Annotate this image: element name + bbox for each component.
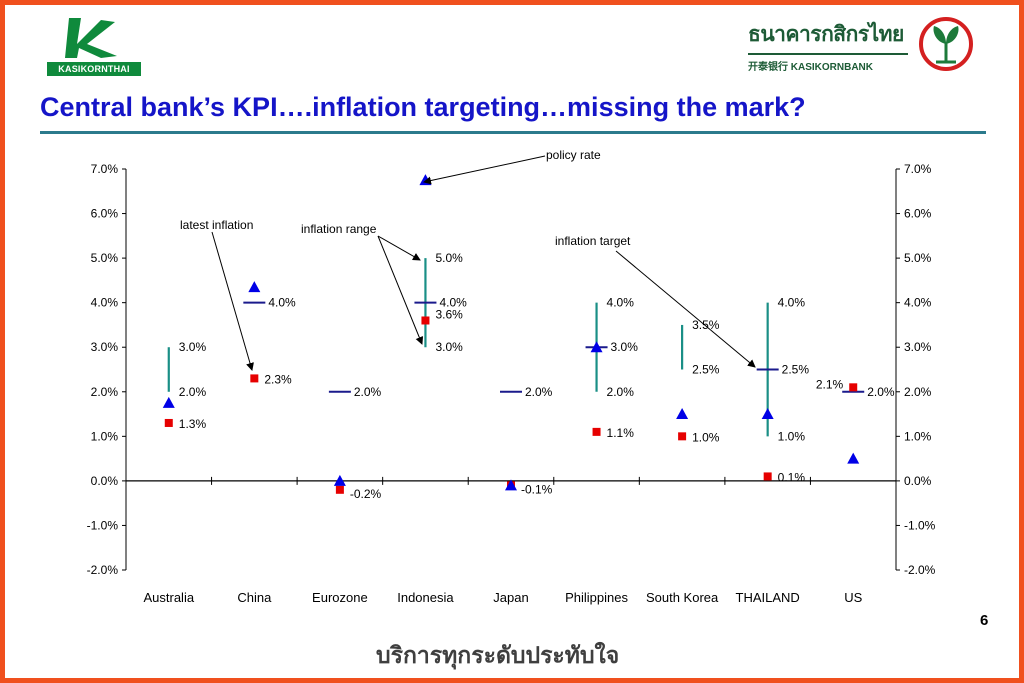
kbank-rice-emblem-icon: [919, 17, 973, 71]
footer-slogan: บริการทุกระดับประทับใจ: [376, 643, 620, 669]
target-label-us: 2.0%: [867, 385, 895, 399]
policy-rate-point-australia: [162, 396, 175, 408]
inflation-label-china: 2.3%: [264, 372, 292, 386]
range-low-label-australia: 2.0%: [179, 385, 207, 399]
range-high-label-philippines: 4.0%: [607, 296, 635, 310]
x-label-indonesia: Indonesia: [397, 590, 454, 605]
kasikornthai-wordmark: KASIKORNTHAI: [47, 62, 141, 76]
policy-rate-point-japan: [505, 479, 517, 491]
k-leaf-icon: [65, 18, 117, 58]
y-tick-label-left: 1.0%: [91, 429, 119, 443]
y-tick-label-right: -2.0%: [904, 563, 936, 577]
x-label-thailand: THAILAND: [736, 590, 800, 605]
y-tick-label-left: 0.0%: [91, 474, 119, 488]
inflation-range-arrow-top: [377, 235, 421, 261]
kasikornthai-logo: KASIKORNTHAI: [47, 14, 141, 76]
target-label-thailand: 2.5%: [782, 363, 810, 377]
policy-rate-point-us: [847, 452, 860, 464]
x-label-philippines: Philippines: [565, 590, 628, 605]
inflation-chart: 7.0% 7.0%6.0% 6.0%5.0% 5.0%4.0% 4.0%3.0% 3.0%…: [87, 148, 936, 605]
bank-english-name: 开泰银行 KASIKORNBANK: [748, 62, 873, 73]
x-label-china: China: [237, 590, 272, 605]
y-tick-label-right: 5.0%: [904, 251, 932, 265]
y-tick-label-left: 3.0%: [91, 340, 119, 354]
inflation-range-arrow-bottom: [377, 235, 424, 345]
y-tick-label-left: -1.0%: [87, 518, 119, 532]
inflation-point-eurozone: [335, 485, 344, 494]
y-tick-label-right: 0.0%: [904, 474, 932, 488]
annotation-inflation-range: inflation range: [301, 222, 377, 236]
range-low-label-philippines: 2.0%: [607, 385, 635, 399]
inflation-label-south-korea: 1.0%: [692, 430, 720, 444]
inflation-label-indonesia: 3.6%: [435, 307, 463, 321]
x-label-us: US: [844, 590, 862, 605]
y-tick-label-right: -1.0%: [904, 518, 936, 532]
policy-rate-arrow: [423, 155, 546, 185]
range-low-label-thailand: 1.0%: [778, 429, 806, 443]
y-tick-label-right: 6.0%: [904, 207, 932, 221]
target-label-eurozone: 2.0%: [354, 385, 382, 399]
x-label-south-korea: South Korea: [646, 590, 719, 605]
range-low-label-south-korea: 2.5%: [692, 363, 720, 377]
y-tick-label-left: 5.0%: [91, 251, 119, 265]
target-label-japan: 2.0%: [525, 385, 553, 399]
annotation-policy-rate: policy rate: [546, 148, 601, 162]
y-tick-label-right: 2.0%: [904, 385, 932, 399]
inflation-target-arrow: [615, 250, 756, 368]
y-tick-label-left: 6.0%: [91, 207, 119, 221]
page-number: 6: [980, 612, 989, 629]
y-tick-label-left: 7.0%: [91, 162, 119, 176]
bank-thai-name: ธนาคารกสิกรไทย: [748, 18, 908, 55]
annotation-inflation-target: inflation target: [555, 234, 631, 248]
policy-rate-point-china: [248, 281, 261, 293]
policy-rate-point-philippines: [590, 341, 603, 353]
slide-title: Central bank’s KPI….inflation targeting……: [40, 92, 806, 122]
policy-rate-point-indonesia: [419, 174, 432, 186]
range-high-label-indonesia: 5.0%: [435, 251, 463, 265]
x-label-eurozone: Eurozone: [312, 590, 368, 605]
annotation-latest-inflation: latest inflation: [180, 218, 253, 232]
y-tick-label-right: 7.0%: [904, 162, 932, 176]
inflation-label-australia: 1.3%: [179, 417, 207, 431]
range-high-label-south-korea: 3.5%: [692, 318, 720, 332]
range-low-label-indonesia: 3.0%: [435, 340, 463, 354]
kasikornbank-wordmark: ธนาคารกสิกรไทย 开泰银行 KASIKORNBANK: [748, 18, 908, 73]
title-divider: [40, 131, 986, 134]
latest-inflation-arrow: [211, 231, 254, 371]
inflation-point-australia: [164, 418, 173, 427]
y-tick-label-right: 3.0%: [904, 340, 932, 354]
inflation-label-japan: -0.1%: [521, 482, 553, 496]
y-tick-label-left: -2.0%: [87, 563, 119, 577]
y-tick-label-left: 4.0%: [91, 296, 119, 310]
range-high-label-thailand: 4.0%: [778, 296, 806, 310]
chart-marks: 3.0% 2.0% 5.0% 3.0% 4.0% 2.0% 3.5% 2.5% 4.0% 1.0%…: [162, 174, 895, 501]
inflation-point-south-korea: [678, 432, 687, 441]
inflation-point-us: [849, 383, 858, 392]
inflation-label-eurozone: -0.2%: [350, 487, 382, 501]
target-label-philippines: 3.0%: [611, 340, 639, 354]
chart-annotations: policy rate latest inflation inflation r…: [180, 148, 756, 371]
y-tick-label-left: 2.0%: [91, 385, 119, 399]
range-high-label-australia: 3.0%: [179, 340, 207, 354]
inflation-label-philippines: 1.1%: [607, 426, 635, 440]
target-label-indonesia: 4.0%: [439, 296, 467, 310]
x-label-australia: Australia: [143, 590, 194, 605]
x-label-japan: Japan: [493, 590, 528, 605]
inflation-point-philippines: [592, 427, 601, 436]
policy-rate-point-thailand: [761, 408, 774, 420]
inflation-point-indonesia: [421, 316, 430, 325]
policy-rate-point-eurozone: [333, 474, 346, 486]
y-tick-label-right: 1.0%: [904, 429, 932, 443]
target-label-china: 4.0%: [268, 296, 296, 310]
inflation-point-thailand: [763, 472, 772, 481]
y-tick-label-right: 4.0%: [904, 296, 932, 310]
inflation-label-us: 2.1%: [816, 377, 844, 391]
inflation-point-china: [250, 374, 259, 383]
policy-rate-point-south-korea: [676, 408, 689, 420]
inflation-label-thailand: 0.1%: [778, 470, 806, 484]
